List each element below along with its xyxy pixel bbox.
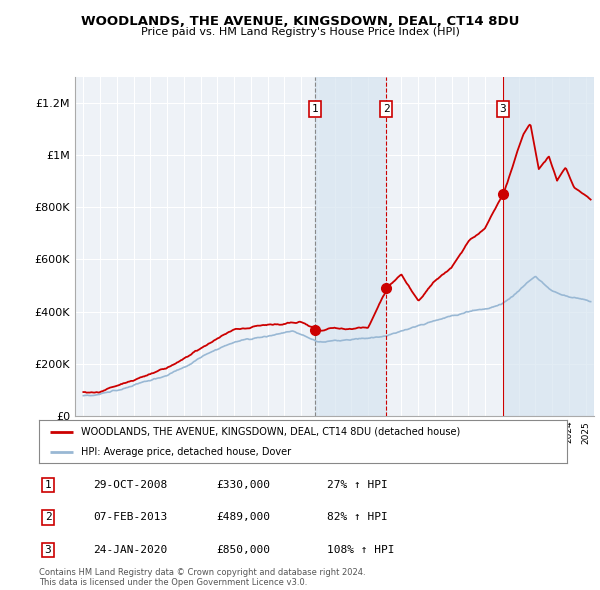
Text: £330,000: £330,000 (216, 480, 270, 490)
Text: £850,000: £850,000 (216, 545, 270, 555)
Text: 1: 1 (311, 104, 318, 114)
Text: WOODLANDS, THE AVENUE, KINGSDOWN, DEAL, CT14 8DU: WOODLANDS, THE AVENUE, KINGSDOWN, DEAL, … (81, 15, 519, 28)
Text: 1: 1 (44, 480, 52, 490)
Text: Price paid vs. HM Land Registry's House Price Index (HPI): Price paid vs. HM Land Registry's House … (140, 27, 460, 37)
Text: Contains HM Land Registry data © Crown copyright and database right 2024.: Contains HM Land Registry data © Crown c… (39, 568, 365, 577)
Text: 2: 2 (44, 513, 52, 522)
Text: 27% ↑ HPI: 27% ↑ HPI (327, 480, 388, 490)
Text: 2: 2 (383, 104, 389, 114)
Text: WOODLANDS, THE AVENUE, KINGSDOWN, DEAL, CT14 8DU (detached house): WOODLANDS, THE AVENUE, KINGSDOWN, DEAL, … (81, 427, 460, 437)
Text: 3: 3 (500, 104, 506, 114)
Text: 29-OCT-2008: 29-OCT-2008 (93, 480, 167, 490)
Text: £489,000: £489,000 (216, 513, 270, 522)
Text: 24-JAN-2020: 24-JAN-2020 (93, 545, 167, 555)
Text: 07-FEB-2013: 07-FEB-2013 (93, 513, 167, 522)
Text: 82% ↑ HPI: 82% ↑ HPI (327, 513, 388, 522)
Bar (503, 77, 594, 416)
Bar (315, 77, 386, 416)
Text: HPI: Average price, detached house, Dover: HPI: Average price, detached house, Dove… (81, 447, 292, 457)
Text: 3: 3 (44, 545, 52, 555)
Text: This data is licensed under the Open Government Licence v3.0.: This data is licensed under the Open Gov… (39, 578, 307, 587)
Text: 108% ↑ HPI: 108% ↑ HPI (327, 545, 395, 555)
